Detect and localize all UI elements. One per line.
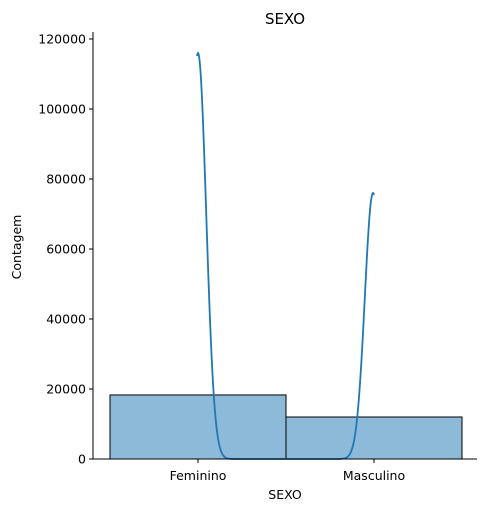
y-tick-label: 20000 — [46, 382, 86, 397]
chart-title: SEXO — [265, 10, 305, 28]
y-tick-label: 120000 — [38, 32, 86, 47]
bar-feminino — [109, 394, 287, 460]
y-tick-label: 100000 — [38, 102, 86, 117]
x-tick-label-masculino: Masculino — [343, 468, 405, 483]
x-tick-label-feminino: Feminino — [170, 468, 227, 483]
bar-masculino — [285, 416, 463, 460]
x-axis-label: SEXO — [268, 487, 302, 502]
y-tick-label: 0 — [78, 452, 86, 467]
y-tick-label: 40000 — [46, 312, 86, 327]
y-tick-label: 60000 — [46, 242, 86, 257]
y-tick-label: 80000 — [46, 172, 86, 187]
y-axis-label: Contagem — [9, 215, 24, 280]
